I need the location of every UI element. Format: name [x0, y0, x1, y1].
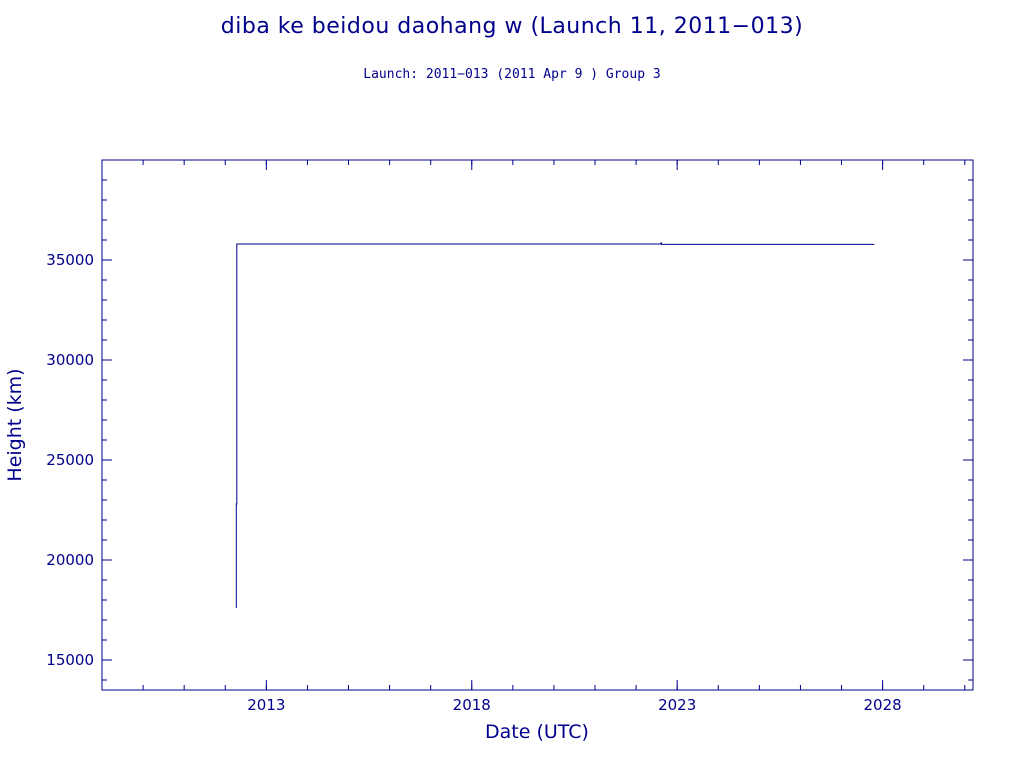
y-tick-label: 30000 [46, 351, 94, 369]
y-tick-label: 35000 [46, 251, 94, 269]
y-tick-label: 20000 [46, 551, 94, 569]
x-axis-label: Date (UTC) [485, 721, 589, 743]
x-tick-label: 2018 [453, 696, 491, 714]
plot-frame [101, 159, 974, 691]
minor-ticks [101, 159, 973, 690]
x-tick-label: 2023 [658, 696, 696, 714]
major-ticks [102, 160, 973, 690]
x-tick-label: 2013 [247, 696, 285, 714]
y-tick-label: 25000 [46, 451, 94, 469]
chart-subtitle: Launch: 2011−013 (2011 Apr 9 ) Group 3 [363, 67, 661, 82]
series-line [235, 242, 875, 608]
x-tick-label: 2028 [864, 696, 902, 714]
y-axis-label: Height (km) [4, 368, 26, 481]
tick-labels: 2013 2018 2023 2028 15000 20000 25000 30000 3500… [46, 251, 901, 714]
chart-title: diba ke beidou daohang w (Launch 11, 201… [220, 14, 804, 39]
y-tick-label: 15000 [46, 651, 94, 669]
